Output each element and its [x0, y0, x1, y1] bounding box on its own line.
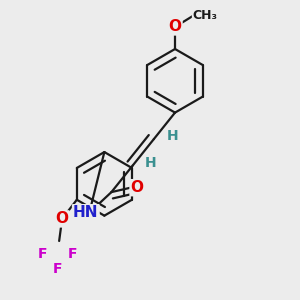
Text: F: F — [53, 262, 62, 276]
Text: O: O — [56, 212, 69, 226]
Text: CH₃: CH₃ — [193, 9, 218, 22]
Text: O: O — [169, 20, 182, 34]
Text: HN: HN — [73, 205, 99, 220]
Text: H: H — [166, 129, 178, 143]
Text: H: H — [145, 156, 157, 170]
Text: O: O — [130, 180, 143, 195]
Text: F: F — [68, 247, 77, 261]
Text: F: F — [38, 247, 48, 261]
